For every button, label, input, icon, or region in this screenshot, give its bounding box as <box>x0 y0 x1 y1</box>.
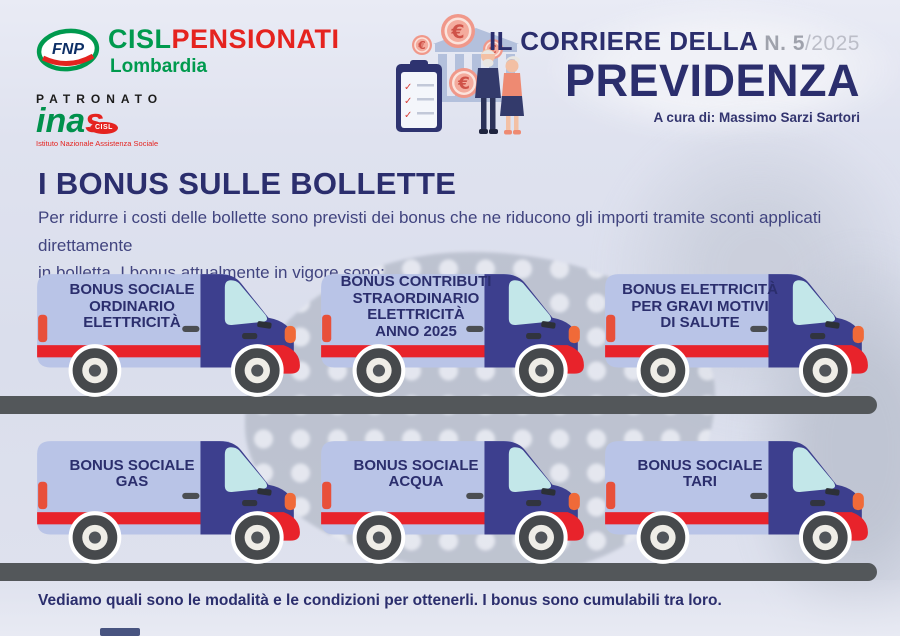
van-bonus-sociale-acqua: BONUS SOCIALE ACQUA <box>314 435 590 567</box>
masthead-title-line2: PREVIDENZA <box>564 55 860 106</box>
svg-text:€: € <box>457 74 470 94</box>
van-label: BONUS SOCIALE GAS <box>69 456 195 490</box>
elderly-woman-figure <box>500 56 524 135</box>
patronato-inas-logo: PATRONATO inas CISL Istituto Nazionale A… <box>36 92 206 148</box>
svg-text:✓: ✓ <box>404 82 412 93</box>
svg-text:€: € <box>488 43 497 56</box>
pensionati-wordmark: PENSIONATI <box>171 24 340 54</box>
header-illustration: ✓ ✓ ✓ € € € € <box>396 14 524 135</box>
inas-wordmark-green: ina <box>36 102 86 140</box>
article-heading: I BONUS SULLE BOLLETTE <box>38 166 457 201</box>
van-label: BONUS CONTRIBUTI STRAORDINARIO ELETTRICI… <box>340 273 492 340</box>
van-label: BONUS SOCIALE ACQUA <box>353 456 479 490</box>
masthead: IL CORRIERE DELLA N. 5/2025 PREVIDENZA A … <box>489 28 860 125</box>
issue-year: /2025 <box>804 32 860 55</box>
van-label: BONUS ELETTRICITÀ PER GRAVI MOTIVI DI SA… <box>622 281 778 332</box>
svg-text:€: € <box>417 39 426 52</box>
inas-subtitle: Istituto Nazionale Assistenza Sociale <box>36 138 159 148</box>
van-bonus-sociale-ordinario-elettricita: BONUS SOCIALE ORDINARIO ELETTRICITÀ <box>30 268 306 400</box>
inas-wordmark-red: s <box>85 102 105 140</box>
clipboard-icon: ✓ ✓ ✓ <box>396 60 442 132</box>
inas-cisl-oval: CISL <box>90 122 118 135</box>
byline: A cura di: Massimo Sarzi Sartori <box>653 110 860 125</box>
cisl-wordmark: CISL <box>108 24 172 54</box>
footer-note: Vediamo quali sono le modalità e le cond… <box>38 592 722 609</box>
euro-coin-icon: € <box>449 68 479 98</box>
fnp-wordmark: CISLPENSIONATI Lombardia <box>108 24 340 77</box>
fnp-badge-icon: FNP <box>36 28 100 72</box>
van-bonus-sociale-gas: BONUS SOCIALE GAS <box>30 435 306 567</box>
issue-number: N. 5 <box>764 32 805 55</box>
van-label: BONUS SOCIALE TARI <box>637 456 763 490</box>
fnp-cisl-logo: FNP CISLPENSIONATI Lombardia <box>36 26 340 76</box>
region-label: Lombardia <box>110 56 208 77</box>
van-bonus-contributi-straordinario: BONUS CONTRIBUTI STRAORDINARIO ELETTRICI… <box>314 268 590 400</box>
background-phone-shape <box>100 628 140 636</box>
svg-text:✓: ✓ <box>404 96 412 107</box>
patronato-label: PATRONATO <box>36 92 164 106</box>
elderly-man-figure <box>475 49 501 134</box>
masthead-title-line1: IL CORRIERE DELLA <box>488 26 759 56</box>
fnp-badge-text: FNP <box>52 41 84 58</box>
euro-coin-icon: € <box>441 14 475 48</box>
van-bonus-elettricita-gravi-motivi: BONUS ELETTRICITÀ PER GRAVI MOTIVI DI SA… <box>598 268 874 400</box>
van-label: BONUS SOCIALE ORDINARIO ELETTRICITÀ <box>69 281 195 332</box>
road-bar <box>0 563 877 581</box>
svg-text:€: € <box>450 21 464 43</box>
euro-coin-icon: € <box>412 35 432 55</box>
van-bonus-sociale-tari: BONUS SOCIALE TARI <box>598 435 874 567</box>
svg-text:✓: ✓ <box>404 110 412 121</box>
inas-wordmark: inas CISL <box>36 104 206 138</box>
